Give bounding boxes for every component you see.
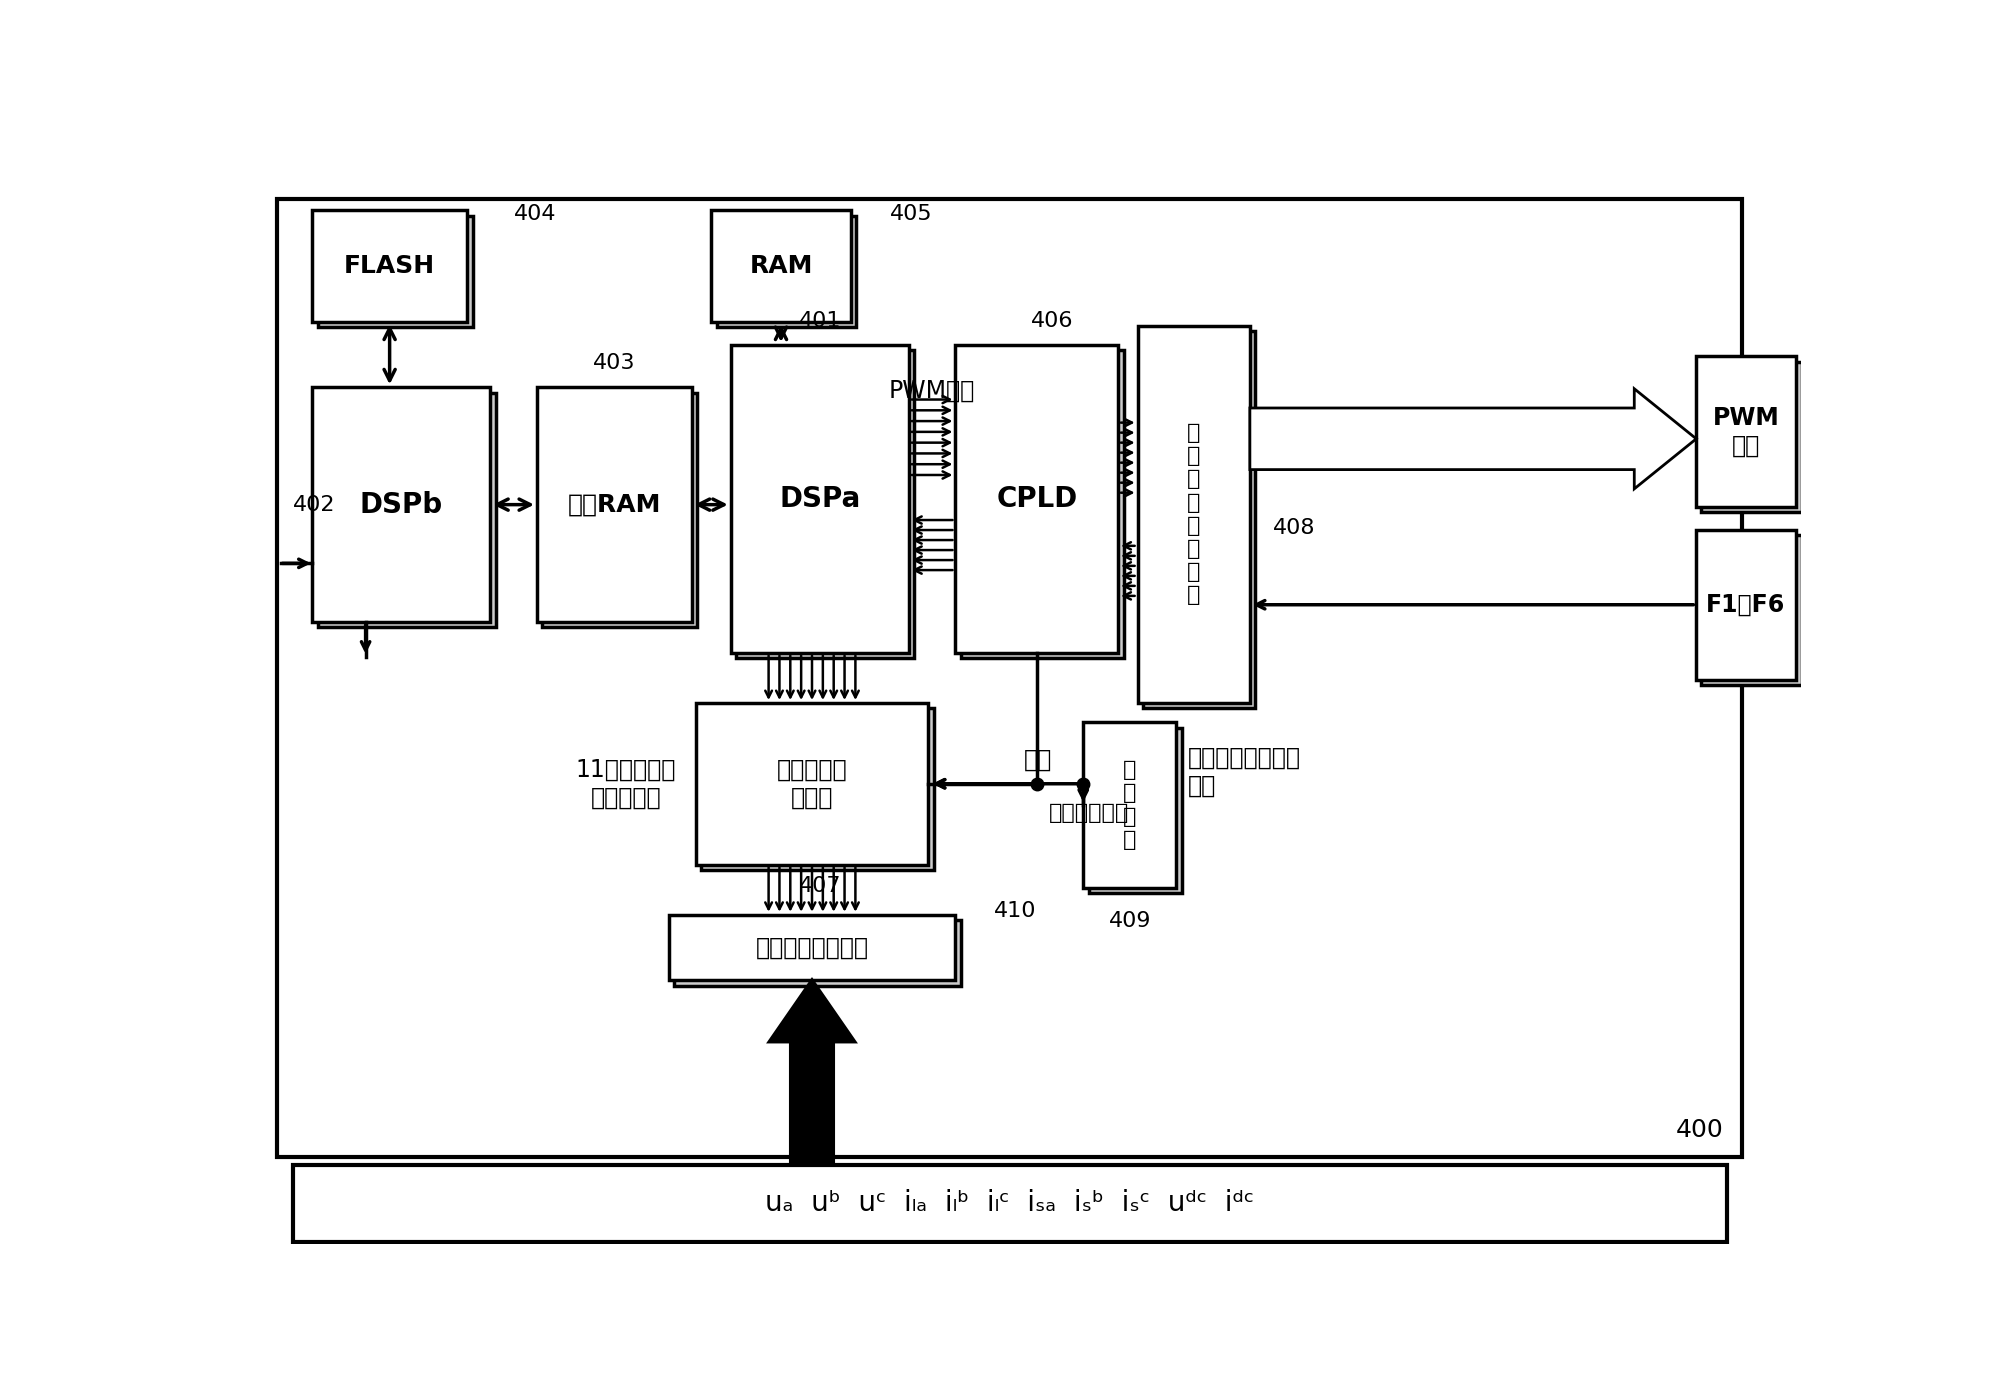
Text: 电
源
端
子: 电 源 端 子 [1123,761,1137,850]
Bar [1695,530,1797,679]
Bar [960,351,1123,658]
Text: 模拟信号输入端子: 模拟信号输入端子 [756,935,868,959]
Bar [1695,356,1797,506]
Text: F1－F6: F1－F6 [1707,593,1785,617]
Text: 404: 404 [514,204,556,224]
Text: 403: 403 [592,354,636,373]
Polygon shape [1251,389,1697,489]
Bar [536,387,692,622]
Text: FLASH: FLASH [344,254,434,278]
Bar [312,387,490,622]
Bar [318,393,496,628]
Text: 405: 405 [890,204,932,224]
Bar [696,703,928,864]
Bar [1083,723,1177,888]
Text: 409: 409 [1109,911,1151,931]
Bar [710,210,850,322]
Bar [1137,326,1251,703]
Text: 来自主电路的开关
电源: 来自主电路的开关 电源 [1189,747,1301,798]
Bar [1701,362,1801,512]
Bar [716,215,856,327]
Bar [674,920,960,986]
Text: 407: 407 [798,877,840,896]
Bar [542,393,696,628]
Bar [292,1165,1727,1241]
Text: RAM: RAM [748,254,812,278]
Bar [312,210,466,322]
Text: DSPa: DSPa [778,485,860,513]
Text: 400: 400 [1675,1118,1723,1142]
Text: CPLD: CPLD [996,485,1077,513]
Polygon shape [768,980,854,1165]
Bar [700,709,934,870]
Bar [278,199,1743,1158]
Bar [318,215,472,327]
Text: 410: 410 [994,900,1037,921]
Bar [954,345,1119,653]
Text: uₐ  uᵇ  uᶜ  iₗₐ  iₗᵇ  iₗᶜ  iₛₐ  iₛᵇ  iₛᶜ  uᵈᶜ  iᵈᶜ: uₐ uᵇ uᶜ iₗₐ iₗᵇ iₗᶜ iₛₐ iₛᵇ iₛᶜ uᵈᶜ iᵈᶜ [764,1190,1255,1218]
Text: 供电: 供电 [1025,748,1053,772]
Bar [1701,535,1801,685]
Bar [1143,331,1255,709]
Text: PWM
输出: PWM 输出 [1713,405,1779,457]
Bar [668,914,954,980]
Bar [736,351,914,658]
Bar [730,345,908,653]
Text: 402: 402 [292,495,336,514]
Text: 系统故障信号: 系统故障信号 [1049,802,1129,823]
Text: 408: 408 [1273,519,1315,538]
Text: 401: 401 [798,310,840,331]
Text: 406: 406 [1031,310,1073,331]
Text: 信
号
输
入
输
出
端
子: 信 号 输 入 输 出 端 子 [1187,424,1201,605]
Text: PWM脉冲: PWM脉冲 [888,379,974,403]
Text: 11路系统采集
的模拟信号: 11路系统采集 的模拟信号 [576,758,676,809]
Bar [1089,727,1183,893]
Text: DSPb: DSPb [360,491,442,519]
Text: 模拟信号调
理电路: 模拟信号调 理电路 [776,758,846,809]
Text: 双口RAM: 双口RAM [568,492,660,517]
